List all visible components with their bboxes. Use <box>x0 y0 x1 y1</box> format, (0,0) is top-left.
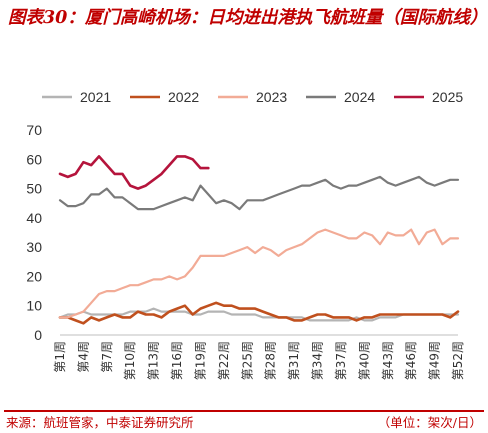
x-tick-label: 第52周 <box>451 341 465 380</box>
y-tick-label: 30 <box>26 239 42 255</box>
x-tick-label: 第1周 <box>53 341 67 373</box>
x-tick-label: 第10周 <box>123 341 137 380</box>
x-tick-label: 第19周 <box>193 341 207 380</box>
y-tick-label: 40 <box>26 210 42 226</box>
x-tick-label: 第25周 <box>240 341 254 380</box>
x-tick-label: 第7周 <box>100 341 114 373</box>
y-tick-label: 10 <box>26 298 42 314</box>
x-tick-label: 第16周 <box>170 341 184 380</box>
legend-label-2022: 2022 <box>168 89 199 105</box>
source-note: 来源：航班管家，中泰证券研究所 <box>6 415 194 430</box>
series-line-2022 <box>58 301 460 325</box>
x-tick-label: 第13周 <box>147 341 161 380</box>
series-line-2024 <box>58 175 460 211</box>
footer-divider <box>4 410 484 412</box>
line-chart: 2021 2022 2023 2024 2025 0 10 20 30 40 50 60 70 第1周… <box>26 89 465 380</box>
x-tick-label: 第31周 <box>287 341 301 380</box>
legend-label-2025: 2025 <box>432 89 463 105</box>
y-tick-label: 70 <box>26 122 42 138</box>
series-line-2025 <box>58 155 210 190</box>
chart-title: 图表30：厦门高崎机场：日均进出港执飞航班量（国际航线） <box>8 8 488 28</box>
legend: 2021 2022 2023 2024 2025 <box>42 89 463 105</box>
x-tick-label: 第28周 <box>264 341 278 380</box>
x-tick-label: 第46周 <box>404 341 418 380</box>
x-axis: 第1周 第4周 第7周 第10周 第13周 第16周 第19周 第22周 第25周 第28周 第31… <box>53 334 465 380</box>
legend-label-2024: 2024 <box>344 89 375 105</box>
y-tick-label: 0 <box>34 327 42 343</box>
unit-note: （单位：架次/日） <box>377 415 482 430</box>
legend-label-2021: 2021 <box>80 89 111 105</box>
y-axis: 0 10 20 30 40 50 60 70 <box>26 122 42 343</box>
legend-label-2023: 2023 <box>256 89 287 105</box>
x-tick-label: 第49周 <box>428 341 442 380</box>
series-line-2023 <box>58 228 460 319</box>
x-tick-label: 第4周 <box>76 341 90 373</box>
x-tick-label: 第34周 <box>311 341 325 380</box>
x-tick-label: 第43周 <box>381 341 395 380</box>
y-tick-label: 60 <box>26 151 42 167</box>
series-line-2021 <box>58 307 460 322</box>
plot-area <box>58 155 460 325</box>
x-tick-label: 第22周 <box>217 341 231 380</box>
y-tick-label: 50 <box>26 181 42 197</box>
x-tick-label: 第40周 <box>357 341 371 380</box>
y-tick-label: 20 <box>26 268 42 284</box>
x-tick-label: 第37周 <box>334 341 348 380</box>
